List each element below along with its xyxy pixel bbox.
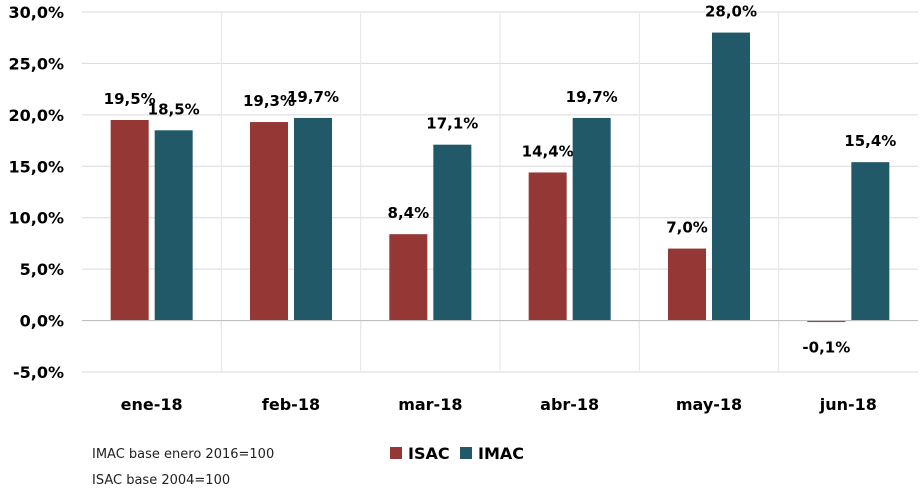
- bar-isac-jun-18: [807, 320, 846, 323]
- bar-isac-mar-18: [389, 234, 428, 321]
- bar-imac-abr-18: [572, 117, 611, 321]
- data-label: 7,0%: [666, 219, 708, 237]
- data-label: 8,4%: [388, 204, 430, 222]
- y-tick-label: 30,0%: [8, 3, 64, 22]
- x-tick-label: abr-18: [540, 395, 599, 414]
- y-tick-label: 5,0%: [20, 260, 64, 279]
- x-tick-label: may-18: [676, 395, 742, 414]
- data-label: 19,7%: [287, 88, 339, 106]
- note-imac-base: IMAC base enero 2016=100: [92, 447, 275, 462]
- y-tick-label: 25,0%: [8, 54, 64, 73]
- bar-imac-jun-18: [851, 162, 890, 321]
- data-label: 18,5%: [148, 100, 200, 118]
- bar-imac-mar-18: [433, 144, 472, 321]
- gridlines: [82, 11, 918, 373]
- x-axis: ene-18 feb-18 mar-18 abr-18 may-18 jun-18: [82, 319, 918, 414]
- bar-imac-feb-18: [294, 117, 332, 321]
- data-label: 19,3%: [243, 92, 295, 110]
- data-label: 17,1%: [426, 115, 478, 133]
- y-axis: 30,0% 25,0% 20,0% 15,0% 10,0% 5,0% 0,0% -5,0%: [8, 3, 64, 382]
- y-tick-label: 15,0%: [8, 157, 64, 176]
- note-isac-base: ISAC base 2004=100: [92, 473, 231, 488]
- data-label: 14,4%: [522, 142, 574, 160]
- legend-swatch-isac: [390, 447, 402, 459]
- y-tick-label: 0,0%: [20, 312, 64, 331]
- data-label: -0,1%: [802, 339, 850, 357]
- bar-imac-ene-18: [154, 130, 193, 321]
- x-tick-label: ene-18: [121, 395, 183, 414]
- bar-isac-ene-18: [110, 120, 149, 321]
- bar-isac-may-18: [668, 248, 706, 321]
- data-label: 15,4%: [844, 132, 896, 150]
- bar-isac-feb-18: [250, 122, 288, 321]
- data-label: 19,5%: [104, 90, 156, 108]
- legend-label-imac: IMAC: [478, 444, 524, 463]
- y-tick-label: -5,0%: [13, 363, 64, 382]
- y-tick-label: 20,0%: [8, 106, 64, 125]
- data-label: 19,7%: [566, 88, 618, 106]
- legend-label-isac: ISAC: [408, 444, 450, 463]
- y-tick-label: 10,0%: [8, 209, 64, 228]
- legend-swatch-imac: [460, 447, 472, 459]
- legend: ISAC IMAC: [390, 444, 524, 463]
- bars: 19,5%18,5% 19,3%19,7%8,4%17,1%14,4%19,7%7…: [104, 3, 897, 357]
- x-tick-label: feb-18: [262, 395, 320, 414]
- bar-imac-may-18: [712, 32, 750, 321]
- data-label: 28,0%: [705, 3, 757, 21]
- bar-isac-abr-18: [528, 172, 567, 321]
- x-tick-label: mar-18: [398, 395, 462, 414]
- x-tick-label: jun-18: [819, 395, 877, 414]
